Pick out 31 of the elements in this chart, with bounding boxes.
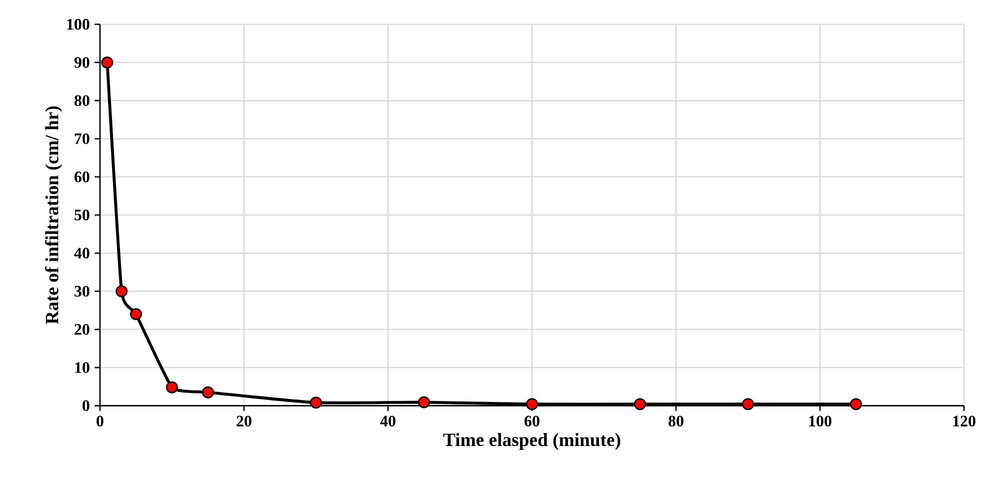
- point: [101, 56, 114, 68]
- point: [130, 308, 142, 320]
- point: [634, 398, 646, 410]
- y-tick-label: 90: [74, 57, 90, 68]
- y-tick-label: 0: [82, 400, 90, 412]
- point: [742, 398, 754, 410]
- point: [166, 381, 178, 394]
- y-tick-label: 30: [74, 286, 90, 297]
- point: [310, 396, 322, 409]
- point: [418, 396, 430, 408]
- point: [116, 285, 128, 298]
- point: [202, 386, 214, 398]
- point: [850, 398, 862, 410]
- y-tick-label: 80: [74, 95, 90, 106]
- x-axis-title: Time elasped (minute): [443, 432, 620, 450]
- x-tick-label: 120: [953, 416, 976, 426]
- y-tick-label: 70: [74, 133, 90, 144]
- y-axis-title: Rate of infiltration (cm/ hr): [45, 106, 62, 324]
- y-tick-label: 100: [67, 18, 90, 30]
- x-tick-label: 40: [380, 416, 396, 426]
- x-tick-label: 60: [524, 416, 540, 426]
- x-tick-label: 100: [809, 416, 832, 426]
- x-tick-label: 0: [96, 416, 104, 426]
- y-tick-label: 60: [74, 171, 90, 182]
- x-tick-label: 80: [668, 416, 684, 426]
- y-tick-label: 40: [74, 248, 90, 259]
- y-tick-label: 20: [74, 324, 90, 335]
- x-tick-label: 20: [236, 416, 252, 426]
- y-tick-label: 50: [74, 210, 90, 220]
- y-tick-label: 10: [75, 362, 90, 373]
- point: [526, 398, 538, 410]
